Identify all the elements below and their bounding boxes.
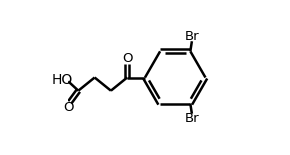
Text: Br: Br: [185, 30, 199, 43]
Text: O: O: [63, 101, 74, 114]
Text: HO: HO: [52, 73, 73, 87]
Text: Br: Br: [185, 112, 199, 125]
Text: O: O: [122, 52, 133, 65]
